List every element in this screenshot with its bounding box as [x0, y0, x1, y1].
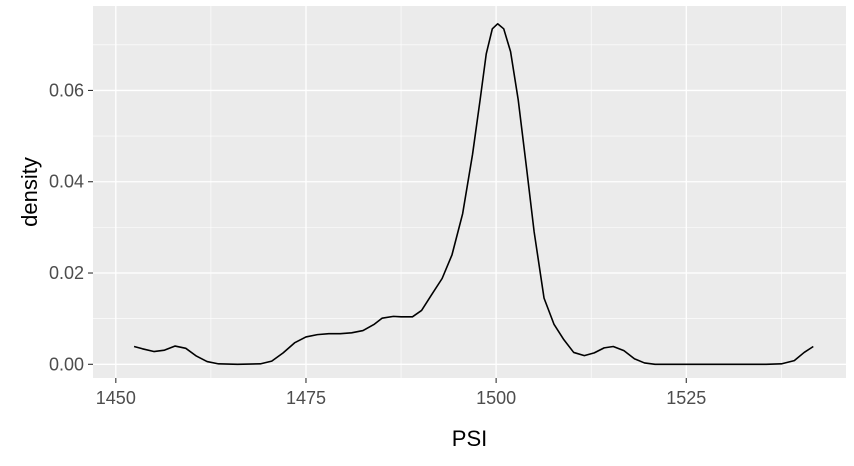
y-axis-title: density [17, 157, 42, 227]
y-tick-label: 0.00 [49, 354, 84, 374]
x-tick-label: 1500 [476, 388, 516, 408]
plot-panel [93, 6, 846, 378]
x-axis-title: PSI [452, 426, 487, 451]
y-tick-label: 0.04 [49, 172, 84, 192]
x-axis: 1450 1475 1500 1525 [96, 378, 706, 408]
density-curve [133, 23, 814, 366]
y-tick-label: 0.06 [49, 80, 84, 100]
y-axis: 0.00 0.02 0.04 0.06 [49, 80, 93, 374]
x-tick-label: 1475 [286, 388, 326, 408]
y-tick-label: 0.02 [49, 263, 84, 283]
x-tick-label: 1525 [666, 388, 706, 408]
x-tick-label: 1450 [96, 388, 136, 408]
minor-gridlines [93, 6, 846, 378]
